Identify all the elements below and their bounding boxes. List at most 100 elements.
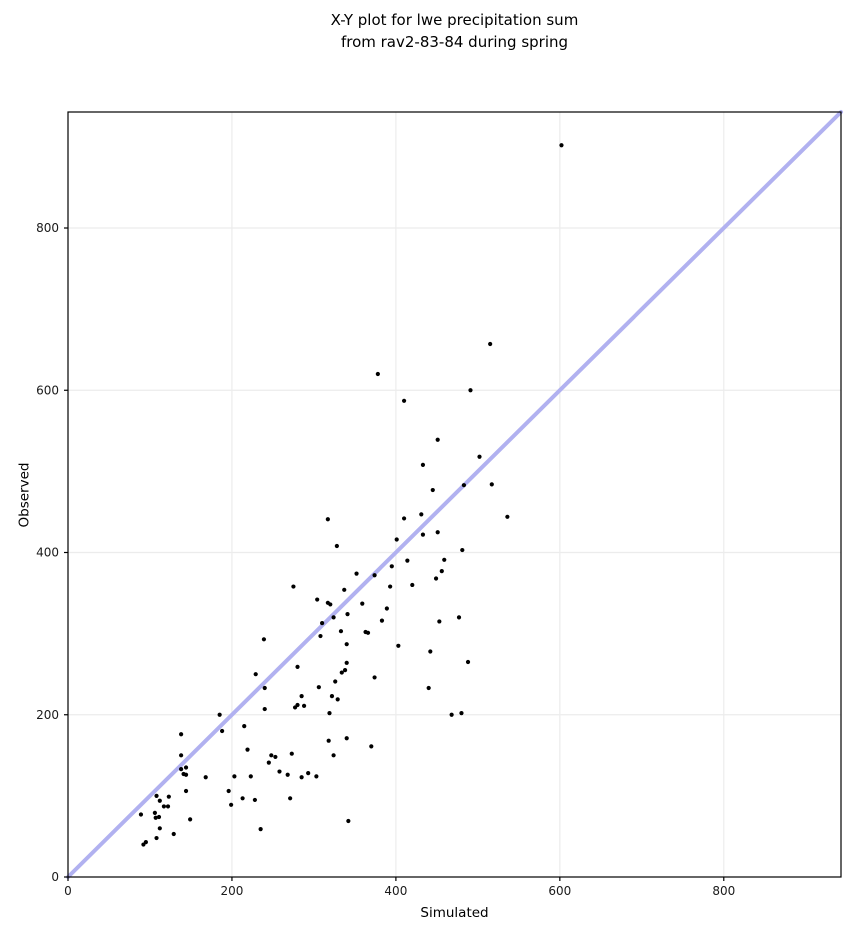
- data-point: [327, 711, 332, 716]
- data-point: [468, 388, 473, 393]
- data-point: [288, 796, 293, 801]
- data-point: [394, 537, 399, 542]
- chart-title: X-Y plot for lwe precipitation sum from …: [68, 10, 841, 54]
- data-point: [420, 462, 426, 467]
- data-point: [430, 487, 435, 493]
- x-axis-label: Simulated: [420, 905, 489, 921]
- data-point: [328, 602, 333, 607]
- data-point: [459, 711, 464, 716]
- data-point: [461, 483, 467, 488]
- data-point: [229, 802, 234, 807]
- data-point: [477, 454, 482, 459]
- y-tick-label: 600: [36, 383, 59, 397]
- data-point: [437, 619, 442, 624]
- data-point: [344, 736, 349, 741]
- data-point: [372, 573, 377, 578]
- data-point: [157, 798, 162, 803]
- data-point: [143, 840, 148, 845]
- data-point: [253, 672, 258, 677]
- data-point: [154, 793, 159, 798]
- x-tick-label: 800: [712, 884, 735, 898]
- data-point: [401, 516, 407, 521]
- data-point: [248, 774, 253, 779]
- identity-line: [66, 110, 843, 879]
- data-point: [345, 612, 350, 617]
- data-point: [405, 558, 410, 563]
- data-point: [138, 812, 144, 817]
- data-point: [226, 788, 231, 794]
- data-point: [339, 670, 344, 675]
- data-point: [252, 797, 257, 803]
- data-point: [171, 831, 176, 837]
- x-tick-label: 0: [64, 884, 72, 898]
- y-tick-label: 0: [51, 870, 59, 884]
- data-point: [220, 728, 225, 734]
- data-point: [435, 437, 440, 442]
- y-tick-label: 800: [36, 221, 59, 235]
- data-point: [460, 547, 465, 553]
- data-point: [344, 660, 349, 665]
- data-point: [331, 615, 336, 620]
- data-point: [428, 649, 433, 654]
- data-point: [266, 760, 271, 765]
- data-point: [261, 637, 267, 642]
- data-point: [396, 643, 401, 648]
- data-point: [183, 788, 189, 794]
- data-point: [325, 517, 330, 522]
- y-tick-label: 400: [36, 546, 59, 560]
- y-tick-label: 200: [36, 708, 59, 722]
- data-point: [273, 754, 278, 760]
- data-point: [401, 398, 407, 403]
- data-point: [258, 827, 263, 832]
- data-point: [262, 706, 267, 712]
- data-point: [316, 685, 321, 690]
- data-point: [289, 751, 294, 756]
- plot-border: [67, 111, 842, 878]
- data-point: [379, 618, 385, 623]
- data-point: [306, 771, 311, 776]
- data-point: [334, 543, 339, 549]
- data-point: [505, 514, 510, 519]
- data-point: [465, 659, 471, 665]
- data-point: [165, 804, 171, 809]
- data-point: [179, 753, 184, 758]
- y-axis-label: Observed: [16, 462, 33, 528]
- data-point: [456, 615, 462, 620]
- data-point: [346, 818, 351, 824]
- data-point: [183, 765, 189, 770]
- data-point: [285, 772, 290, 777]
- data-point: [559, 143, 564, 148]
- data-point: [203, 775, 208, 780]
- x-tick-label: 400: [384, 884, 407, 898]
- data-point: [420, 532, 426, 537]
- data-point: [389, 564, 394, 569]
- data-point: [360, 601, 365, 606]
- data-point: [426, 685, 431, 691]
- data-point: [369, 744, 374, 749]
- data-point: [154, 835, 159, 841]
- chart-title-line2: from rav2-83-84 during spring: [340, 32, 569, 51]
- data-point: [326, 738, 331, 743]
- data-point: [318, 633, 323, 639]
- data-point: [342, 587, 347, 592]
- data-point: [269, 753, 274, 758]
- data-point: [299, 693, 304, 699]
- data-point: [488, 341, 493, 347]
- data-point: [375, 371, 380, 377]
- data-point: [338, 629, 344, 634]
- data-point: [354, 571, 359, 576]
- data-point: [320, 620, 325, 626]
- data-point: [183, 772, 189, 777]
- data-point: [388, 584, 393, 589]
- data-point: [245, 747, 250, 752]
- data-point: [157, 826, 162, 831]
- data-point: [433, 576, 439, 581]
- data-point: [156, 814, 162, 820]
- data-point: [344, 642, 349, 647]
- data-point: [161, 804, 167, 809]
- data-point: [299, 775, 304, 780]
- data-point: [449, 712, 454, 717]
- data-point: [442, 557, 447, 562]
